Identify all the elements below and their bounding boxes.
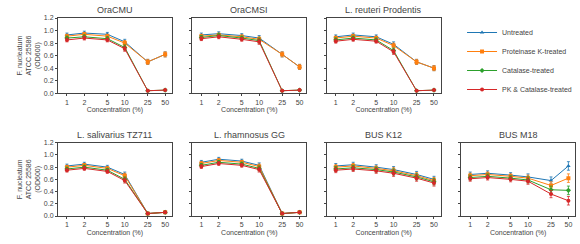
svg-text:1.0: 1.0 [44,151,54,158]
svg-text:2: 2 [82,99,86,106]
svg-text:5: 5 [240,221,244,228]
svg-text:1: 1 [199,221,203,228]
svg-text:25: 25 [144,221,152,228]
svg-text:0.4: 0.4 [44,65,54,72]
svg-text:Catalase-treated: Catalase-treated [502,67,554,74]
svg-text:0.0: 0.0 [44,90,54,97]
svg-text:Concentration (%): Concentration (%) [355,229,411,237]
svg-text:Concentration (%): Concentration (%) [221,229,277,237]
svg-text:2: 2 [217,99,221,106]
svg-text:1: 1 [199,99,203,106]
svg-text:1.0: 1.0 [44,27,54,34]
svg-text:F. nucleatumATCC 25586(OD600): F. nucleatumATCC 25586(OD600) [16,159,42,199]
svg-text:25: 25 [547,221,555,228]
svg-text:25: 25 [413,99,421,106]
svg-text:50: 50 [161,99,169,106]
svg-text:25: 25 [144,99,152,106]
svg-text:5: 5 [105,99,109,106]
svg-text:Concentration (%): Concentration (%) [490,229,546,237]
svg-text:50: 50 [565,221,573,228]
svg-text:1.2: 1.2 [44,14,54,21]
svg-text:L. salivarius TZ711: L. salivarius TZ711 [77,130,152,140]
svg-text:1: 1 [65,221,69,228]
svg-text:1: 1 [334,99,338,106]
svg-text:10: 10 [255,221,263,228]
svg-text:2: 2 [351,99,355,106]
svg-text:OraCMU: OraCMU [97,5,133,15]
svg-text:5: 5 [374,99,378,106]
svg-text:1: 1 [65,99,69,106]
svg-text:0.2: 0.2 [44,200,54,207]
svg-text:10: 10 [121,221,129,228]
svg-text:10: 10 [390,221,398,228]
svg-text:10: 10 [524,221,532,228]
svg-text:5: 5 [240,99,244,106]
svg-text:0.0: 0.0 [44,212,54,219]
svg-text:0.6: 0.6 [44,176,54,183]
svg-text:0.8: 0.8 [44,40,54,47]
svg-text:5: 5 [509,221,513,228]
svg-text:2: 2 [82,221,86,228]
svg-text:0.6: 0.6 [44,52,54,59]
svg-text:50: 50 [430,99,438,106]
svg-text:Concentration (%): Concentration (%) [87,106,143,114]
svg-text:Concentration (%): Concentration (%) [355,106,411,114]
svg-text:Proteinase K-treated: Proteinase K-treated [502,48,566,55]
svg-text:5: 5 [105,221,109,228]
svg-text:L. reuteri Prodentis: L. reuteri Prodentis [345,5,422,15]
svg-text:2: 2 [351,221,355,228]
svg-text:2: 2 [486,221,490,228]
svg-text:1: 1 [468,221,472,228]
svg-text:25: 25 [278,99,286,106]
svg-text:10: 10 [121,99,129,106]
svg-text:50: 50 [161,221,169,228]
svg-text:5: 5 [374,221,378,228]
svg-text:1.2: 1.2 [44,139,54,146]
svg-text:50: 50 [430,221,438,228]
svg-text:BUS M18: BUS M18 [499,130,538,140]
svg-text:2: 2 [217,221,221,228]
svg-text:1: 1 [334,221,338,228]
svg-text:0.4: 0.4 [44,188,54,195]
svg-text:F. nucleatumATCC 25586(OD600): F. nucleatumATCC 25586(OD600) [16,36,42,76]
svg-text:L. rhamnosus GG: L. rhamnosus GG [214,130,285,140]
svg-text:0.8: 0.8 [44,164,54,171]
svg-text:Concentration (%): Concentration (%) [87,229,143,237]
svg-text:10: 10 [255,99,263,106]
svg-text:PK & Catalase-treated: PK & Catalase-treated [502,86,572,93]
svg-text:Concentration (%): Concentration (%) [221,106,277,114]
svg-text:OraCMSI: OraCMSI [230,5,268,15]
svg-text:50: 50 [296,99,304,106]
svg-text:25: 25 [278,221,286,228]
svg-text:Untreated: Untreated [502,29,533,36]
svg-text:50: 50 [296,221,304,228]
svg-text:BUS K12: BUS K12 [365,130,402,140]
svg-text:25: 25 [413,221,421,228]
svg-text:0.2: 0.2 [44,77,54,84]
svg-text:10: 10 [390,99,398,106]
